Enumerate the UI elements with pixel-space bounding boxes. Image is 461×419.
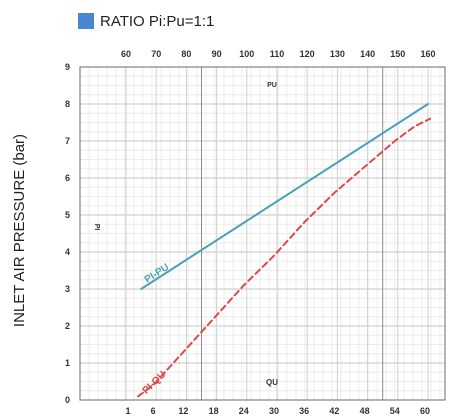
y-tick-label: 3 [65,284,70,294]
y-tick-label: 9 [65,62,70,72]
top-axis-tick-label: 80 [181,49,191,59]
plot-frame [79,66,446,401]
top-axis-tick-label: 140 [360,49,375,59]
y-tick-label: 1 [65,358,70,368]
top-axis-tick-label: 100 [239,49,254,59]
bottom-axis-tick-label: 30 [269,406,279,416]
y-tick-label: 8 [65,99,70,109]
bottom-axis-tick-label: 60 [420,406,430,416]
bottom-axis-tick-label: 36 [299,406,309,416]
top-axis-tick-label: 130 [330,49,345,59]
bottom-axis-tick-label: 1 [125,406,130,416]
bottom-axis-tick-label: 42 [329,406,339,416]
y-tick-label: 4 [65,247,70,257]
y-tick-label: 5 [65,210,70,220]
series-line-pi-qu [137,117,431,398]
y-tick-label: 2 [65,321,70,331]
top-axis-tick-label: 60 [121,49,131,59]
bottom-axis-tick-label: 24 [239,406,249,416]
y-tick-label: 7 [65,136,70,146]
legend-label: RATIO Pi:Pu=1:1 [100,12,215,30]
top-axis-tick-label: 110 [270,49,285,59]
bottom-axis-tick-label: 6 [151,406,156,416]
bottom-axis-tick-label: 12 [178,406,188,416]
bottom-axis-tick-label: 18 [209,406,219,416]
bottom-axis-label: QU [266,378,278,387]
top-axis-tick-label: 150 [390,49,405,59]
bottom-axis-tick-label: 54 [390,406,400,416]
bottom-axis-tick-label: 48 [360,406,370,416]
legend-swatch [78,13,94,29]
y-tick-label: 6 [65,173,70,183]
top-axis-label: PU [267,82,277,89]
legend: RATIO Pi:Pu=1:1 [78,10,214,32]
y-tick-label: 0 [65,395,70,405]
series-line-pi-pu [140,103,429,290]
top-axis-tick-label: 120 [300,49,315,59]
top-axis-tick-label: 160 [420,49,435,59]
top-axis-tick-label: 70 [151,49,161,59]
top-axis-tick-label: 90 [212,49,222,59]
left-inner-axis-label: PI [93,224,100,231]
